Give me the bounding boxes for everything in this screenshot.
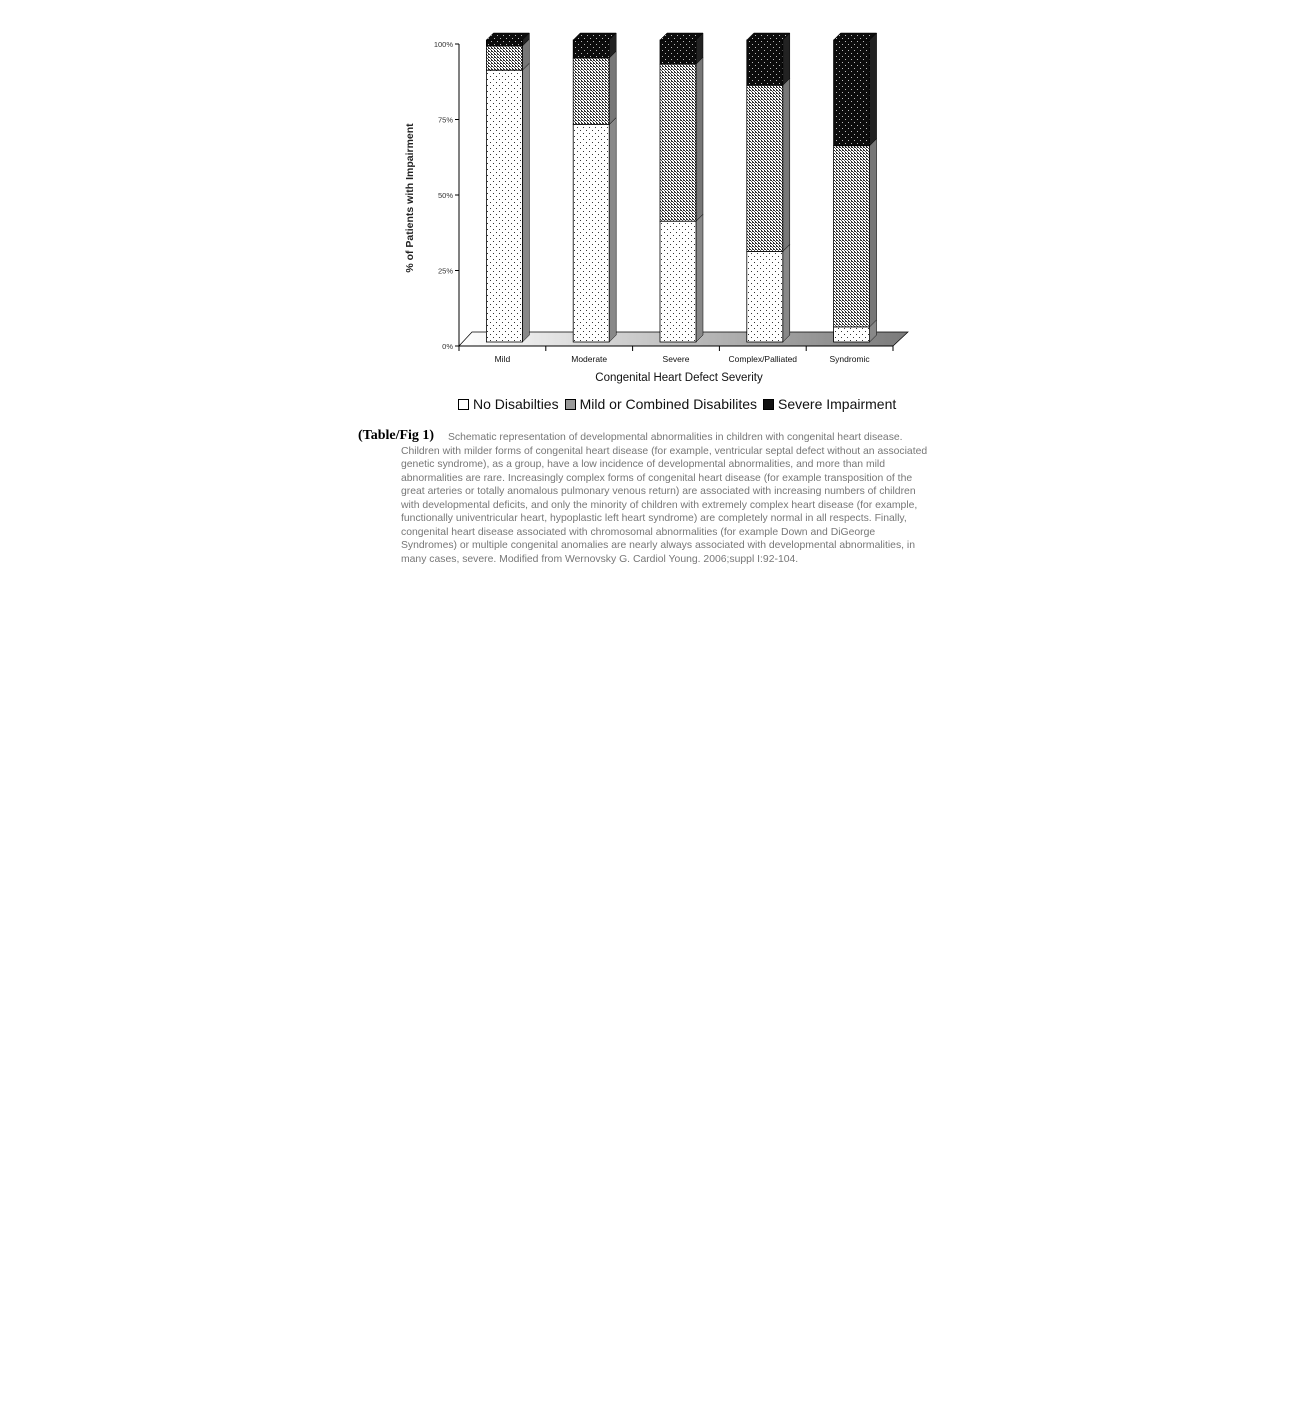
bar-side — [782, 243, 791, 343]
bar-top — [572, 32, 617, 41]
bar-segment-no-disabilities — [659, 220, 697, 343]
x-tick-label: Severe — [663, 354, 690, 364]
bar-side — [782, 77, 791, 253]
x-tick-label: Complex/Palliated — [729, 354, 798, 364]
bar-segment-severe — [572, 39, 610, 59]
y-tick-label: 25% — [438, 267, 453, 276]
bar-top — [746, 32, 791, 41]
bar-segment-mild — [746, 84, 784, 252]
bar-segment-mild — [572, 57, 610, 125]
bar-top — [485, 32, 531, 41]
x-tick-label: Mild — [495, 354, 511, 364]
legend-swatch-mild — [564, 398, 576, 410]
x-tick-label: Moderate — [571, 354, 607, 364]
bar-segment-no-disabilities — [485, 69, 523, 343]
legend-swatch-no-disabilities — [458, 398, 469, 410]
bar-segment-mild — [485, 45, 523, 71]
legend-label-severe: Severe Impairment — [778, 396, 897, 412]
bar-side — [869, 32, 877, 147]
legend: No Disabilties Mild or Combined Disabili… — [456, 396, 896, 412]
x-axis-label: Congenital Heart Defect Severity — [595, 372, 763, 384]
bar-side — [608, 50, 617, 126]
bar-side — [695, 213, 704, 343]
bar-segment-severe — [659, 39, 697, 65]
bar-segment-no-disabilities — [572, 124, 610, 343]
bar-side — [522, 62, 530, 343]
bars — [485, 32, 878, 343]
bar-side — [869, 138, 877, 328]
y-tick-label: 50% — [438, 191, 453, 200]
caption-label: (Table/Fig 1) — [358, 428, 435, 443]
caption-text: Schematic representation of developmenta… — [401, 432, 928, 565]
bar-side — [695, 56, 704, 222]
y-tick-label: 0% — [442, 342, 453, 351]
bar-segment-severe — [833, 39, 870, 147]
legend-label-mild: Mild or Combined Disabilites — [579, 396, 757, 412]
figure-caption: (Table/Fig 1) Schematic representation o… — [358, 428, 928, 566]
legend-label-no-disabilities: No Disabilties — [473, 396, 559, 412]
bar-top — [659, 32, 704, 41]
bar-segment-mild — [659, 63, 697, 222]
y-axis: 0% 25% 50% 75% 100% — [434, 40, 460, 351]
bar-segment-mild — [833, 145, 870, 328]
y-axis-label: % of Patients with Impairment — [404, 123, 416, 273]
bar-side — [782, 32, 791, 86]
legend-swatch-severe — [763, 398, 774, 410]
x-tick-label: Syndromic — [830, 354, 871, 364]
bar-segment-no-disabilities — [833, 326, 870, 343]
y-tick-label: 100% — [434, 40, 454, 49]
x-axis: Mild Moderate Severe Complex/Palliated Syndr… — [458, 345, 894, 364]
bar-segment-severe — [485, 39, 523, 47]
bar-side — [608, 116, 617, 343]
bar-segment-no-disabilities — [746, 250, 784, 343]
bar-top — [832, 32, 878, 41]
bar-segment-severe — [746, 39, 784, 86]
y-tick-label: 75% — [438, 116, 453, 125]
stacked-bar-chart: 0% 25% 50% 75% 100% Mild Moderate Severe Comple… — [404, 32, 909, 384]
